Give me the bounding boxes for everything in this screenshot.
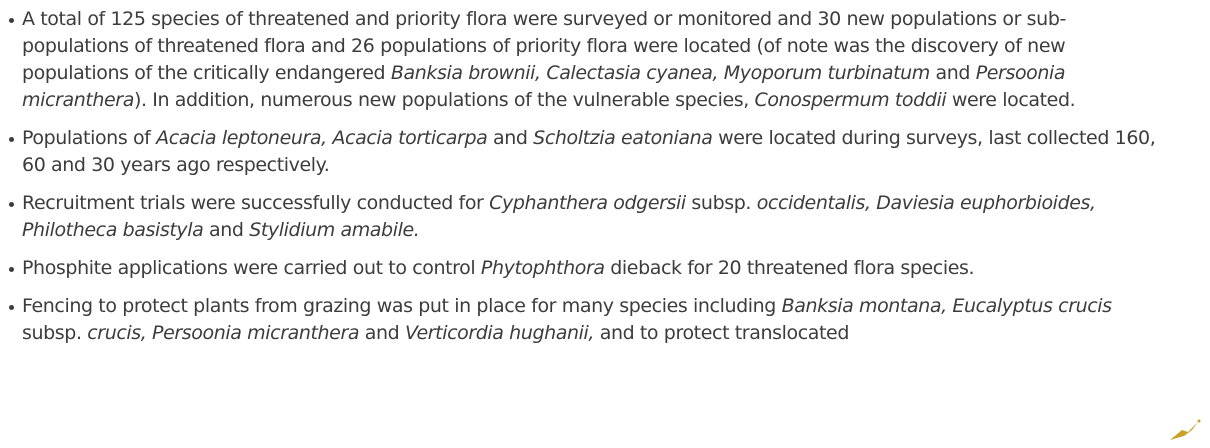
bullet-list: A total of 125 species of threatened and… (8, 6, 1158, 358)
text: and (929, 62, 976, 84)
bullet-dot (9, 305, 14, 310)
italic-text: Banksia brownii, Calectasia cyanea, Myop… (390, 62, 930, 84)
text: dieback for 20 threatened flora species. (604, 257, 975, 279)
bullet-item: A total of 125 species of threatened and… (8, 6, 1158, 114)
bullet-item: Populations of Acacia leptoneura, Acacia… (8, 125, 1158, 179)
text: subsp. (22, 322, 88, 344)
bullet-item: Recruitment trials were successfully con… (8, 190, 1158, 244)
text: A total of 125 species of threatened and… (22, 8, 1066, 84)
bullet-dot (9, 18, 14, 23)
bullet-item: Phosphite applications were carried out … (8, 255, 1158, 282)
italic-text: Verticordia hughanii, (404, 322, 595, 344)
text: and to protect translocated (594, 322, 850, 344)
italic-text: Conospermum toddii (754, 89, 947, 111)
text: Populations of (22, 127, 157, 149)
decorative-icon (1170, 419, 1201, 440)
text: Fencing to protect plants from grazing w… (22, 295, 782, 317)
text: and (487, 127, 534, 149)
italic-text: Acacia leptoneura, Acacia torticarpa (156, 127, 488, 149)
text: were located during surveys, last collec… (22, 127, 1156, 176)
italic-text: Stylidium amabile. (249, 219, 420, 241)
text: and (203, 219, 250, 241)
text: ). In addition, numerous new populations… (133, 89, 755, 111)
italic-text: occidentalis, Daviesia euphorbioides, Ph… (22, 192, 1096, 241)
text: Phosphite applications were carried out … (22, 257, 481, 279)
italic-text: Phytophthora (480, 257, 605, 279)
italic-text: Cyphanthera odgersii (489, 192, 686, 214)
italic-text: crucis, Persoonia micranthera (87, 322, 360, 344)
bullet-dot (9, 267, 14, 272)
bullet-dot (9, 202, 14, 207)
text: Recruitment trials were successfully con… (22, 192, 490, 214)
text: subsp. (685, 192, 757, 214)
italic-text: Persoonia micranthera (22, 62, 1066, 111)
text: were located. (946, 89, 1076, 111)
bullet-dot (9, 137, 14, 142)
bullet-item: Fencing to protect plants from grazing w… (8, 293, 1158, 347)
italic-text: Banksia montana, Eucalyptus crucis (781, 295, 1112, 317)
text: and (359, 322, 405, 344)
italic-text: Scholtzia eatoniana (533, 127, 713, 149)
